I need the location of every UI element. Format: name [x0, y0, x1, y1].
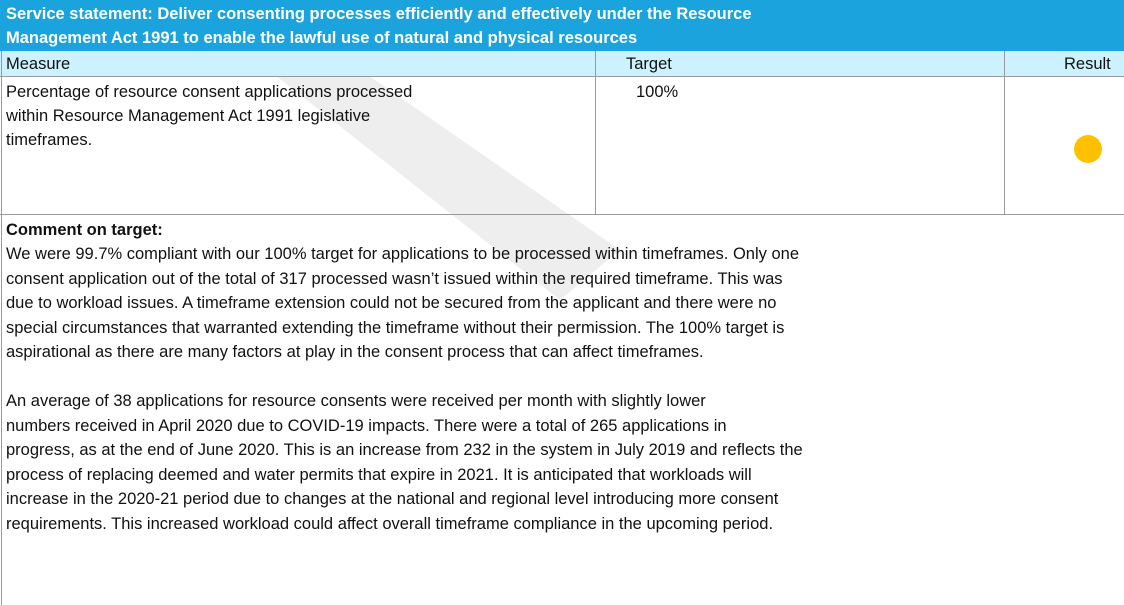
comment-text: progress, as at the end of June 2020. Th… — [6, 441, 803, 459]
comment-heading: Comment on target: — [6, 221, 163, 239]
comment-text: numbers received in April 2020 due to CO… — [6, 416, 727, 435]
border — [0, 214, 1124, 215]
target-text: 100% — [636, 83, 679, 101]
column-header: Result — [1064, 55, 1111, 73]
comment-text: requirements. This increased workload co… — [6, 514, 774, 533]
column-header: Measure — [6, 55, 71, 73]
comment-text: aspirational as there are many factors a… — [6, 343, 704, 361]
comment-text: increase in the 2020-21 period due to ch… — [6, 490, 779, 508]
comment-text: We were 99.7% compliant with our 100% ta… — [6, 245, 800, 263]
header-bar — [0, 0, 1124, 51]
border — [1004, 51, 1005, 215]
comment-text: process of replacing deemed and water pe… — [6, 465, 752, 484]
column-header: Target — [626, 55, 672, 73]
result-indicator — [1074, 135, 1102, 163]
comment-text: consent application out of the total of … — [6, 269, 783, 288]
comment-text: due to workload issues. A timeframe exte… — [6, 294, 777, 312]
border — [595, 51, 596, 215]
comment-text: An average of 38 applications for resour… — [6, 392, 706, 410]
measure-text: Percentage of resource consent applicati… — [6, 83, 413, 101]
column-header-bar — [0, 51, 1124, 77]
measure-text: timeframes. — [6, 131, 93, 149]
header-title: Service statement: Deliver consenting pr… — [6, 5, 752, 23]
measure-text: within Resource Management Act 1991 legi… — [6, 107, 371, 125]
comment-text: special circumstances that warranted ext… — [6, 318, 785, 337]
header-title: Management Act 1991 to enable the lawful… — [6, 29, 638, 47]
border — [1, 51, 2, 605]
